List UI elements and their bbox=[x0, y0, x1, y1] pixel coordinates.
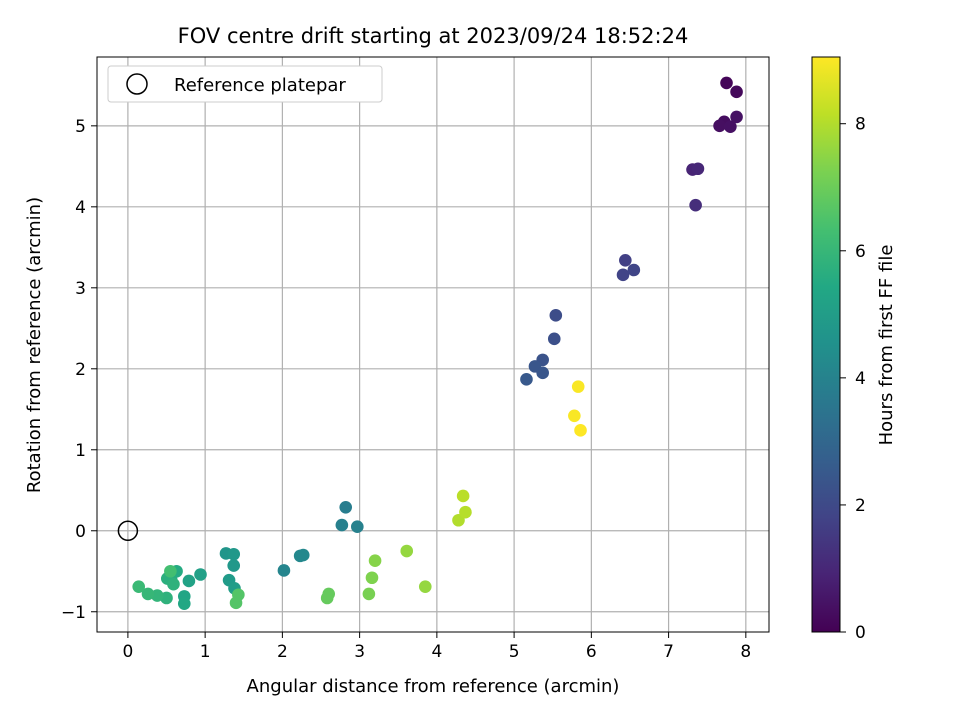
data-point bbox=[536, 366, 549, 380]
data-point bbox=[339, 500, 353, 514]
data-point bbox=[194, 568, 207, 581]
data-point bbox=[549, 309, 563, 322]
data-point bbox=[335, 518, 349, 532]
reference-point-marker bbox=[117, 520, 139, 542]
plot-frame bbox=[96, 56, 770, 633]
x-tick-label: 4 bbox=[431, 642, 442, 662]
data-point bbox=[724, 120, 737, 133]
x-tick-label: 3 bbox=[354, 642, 365, 662]
legend-box bbox=[107, 65, 383, 103]
data-point bbox=[730, 85, 743, 99]
data-point bbox=[571, 380, 585, 393]
x-tick-label: 6 bbox=[586, 642, 597, 662]
y-tick-label: 1 bbox=[75, 441, 86, 461]
data-point bbox=[296, 548, 310, 562]
data-point bbox=[277, 564, 291, 577]
data-point bbox=[418, 580, 432, 593]
colorbar-tick-label: 2 bbox=[855, 496, 866, 516]
chart-title: FOV centre drift starting at 2023/09/24 … bbox=[178, 24, 689, 48]
colorbar-gradient bbox=[811, 56, 841, 633]
data-point bbox=[691, 162, 705, 176]
data-point bbox=[713, 119, 726, 133]
data-point bbox=[150, 589, 164, 602]
data-points bbox=[117, 76, 743, 610]
data-point bbox=[227, 547, 241, 561]
data-point bbox=[616, 268, 630, 282]
colorbar-tick-label: 8 bbox=[855, 115, 866, 135]
legend-marker-reference bbox=[126, 73, 148, 95]
data-point bbox=[730, 110, 743, 124]
y-tick-label: 4 bbox=[75, 198, 86, 218]
x-tick-label: 0 bbox=[122, 642, 133, 662]
colorbar-label: Hours from first FF file bbox=[876, 245, 897, 446]
y-axis-label: Rotation from reference (arcmin) bbox=[24, 197, 45, 493]
y-tick-label: 0 bbox=[75, 522, 86, 542]
colorbar-tick-label: 0 bbox=[855, 623, 866, 643]
data-point bbox=[362, 587, 376, 601]
x-tick-label: 2 bbox=[277, 642, 288, 662]
legend: Reference platepar bbox=[107, 65, 383, 103]
data-point bbox=[351, 520, 364, 534]
y-tick-label: 5 bbox=[75, 117, 86, 137]
data-point bbox=[320, 591, 334, 605]
colorbar: 0 2 4 6 8 Hours from first FF file bbox=[811, 56, 897, 643]
grid bbox=[97, 57, 769, 632]
colorbar-tick-label: 4 bbox=[855, 369, 866, 389]
data-point bbox=[400, 544, 414, 558]
data-point bbox=[456, 489, 470, 503]
colorbar-tick-label: 6 bbox=[855, 242, 866, 262]
y-tick-label: 3 bbox=[75, 279, 86, 299]
x-axis-label: Angular distance from reference (arcmin) bbox=[247, 676, 620, 697]
data-point bbox=[141, 587, 155, 601]
x-tick-label: 8 bbox=[740, 642, 751, 662]
data-point bbox=[574, 424, 587, 437]
data-point bbox=[132, 580, 146, 593]
y-tick-label: 2 bbox=[75, 360, 86, 380]
x-tick-label: 7 bbox=[663, 642, 674, 662]
data-point bbox=[177, 597, 191, 610]
x-tick-label: 1 bbox=[200, 642, 211, 662]
data-point bbox=[368, 554, 382, 568]
data-point bbox=[720, 76, 733, 90]
data-point bbox=[619, 253, 632, 267]
data-point bbox=[365, 571, 379, 585]
colorbar-ticks: 0 2 4 6 8 bbox=[840, 115, 866, 643]
data-point bbox=[520, 373, 533, 386]
data-point bbox=[167, 577, 180, 591]
data-point bbox=[164, 564, 177, 578]
data-point bbox=[227, 559, 241, 572]
data-point bbox=[547, 332, 561, 346]
data-point bbox=[182, 574, 196, 588]
legend-label-reference: Reference platepar bbox=[174, 75, 346, 96]
data-point bbox=[689, 198, 702, 212]
data-point bbox=[459, 505, 472, 519]
data-point bbox=[568, 409, 581, 423]
x-tick-label: 5 bbox=[509, 642, 520, 662]
data-point bbox=[627, 263, 641, 277]
axes: 0 1 2 3 4 5 6 7 8 −1 0 1 2 3 4 5 bbox=[61, 117, 751, 662]
data-point bbox=[229, 596, 243, 610]
y-tick-label: −1 bbox=[61, 603, 86, 623]
